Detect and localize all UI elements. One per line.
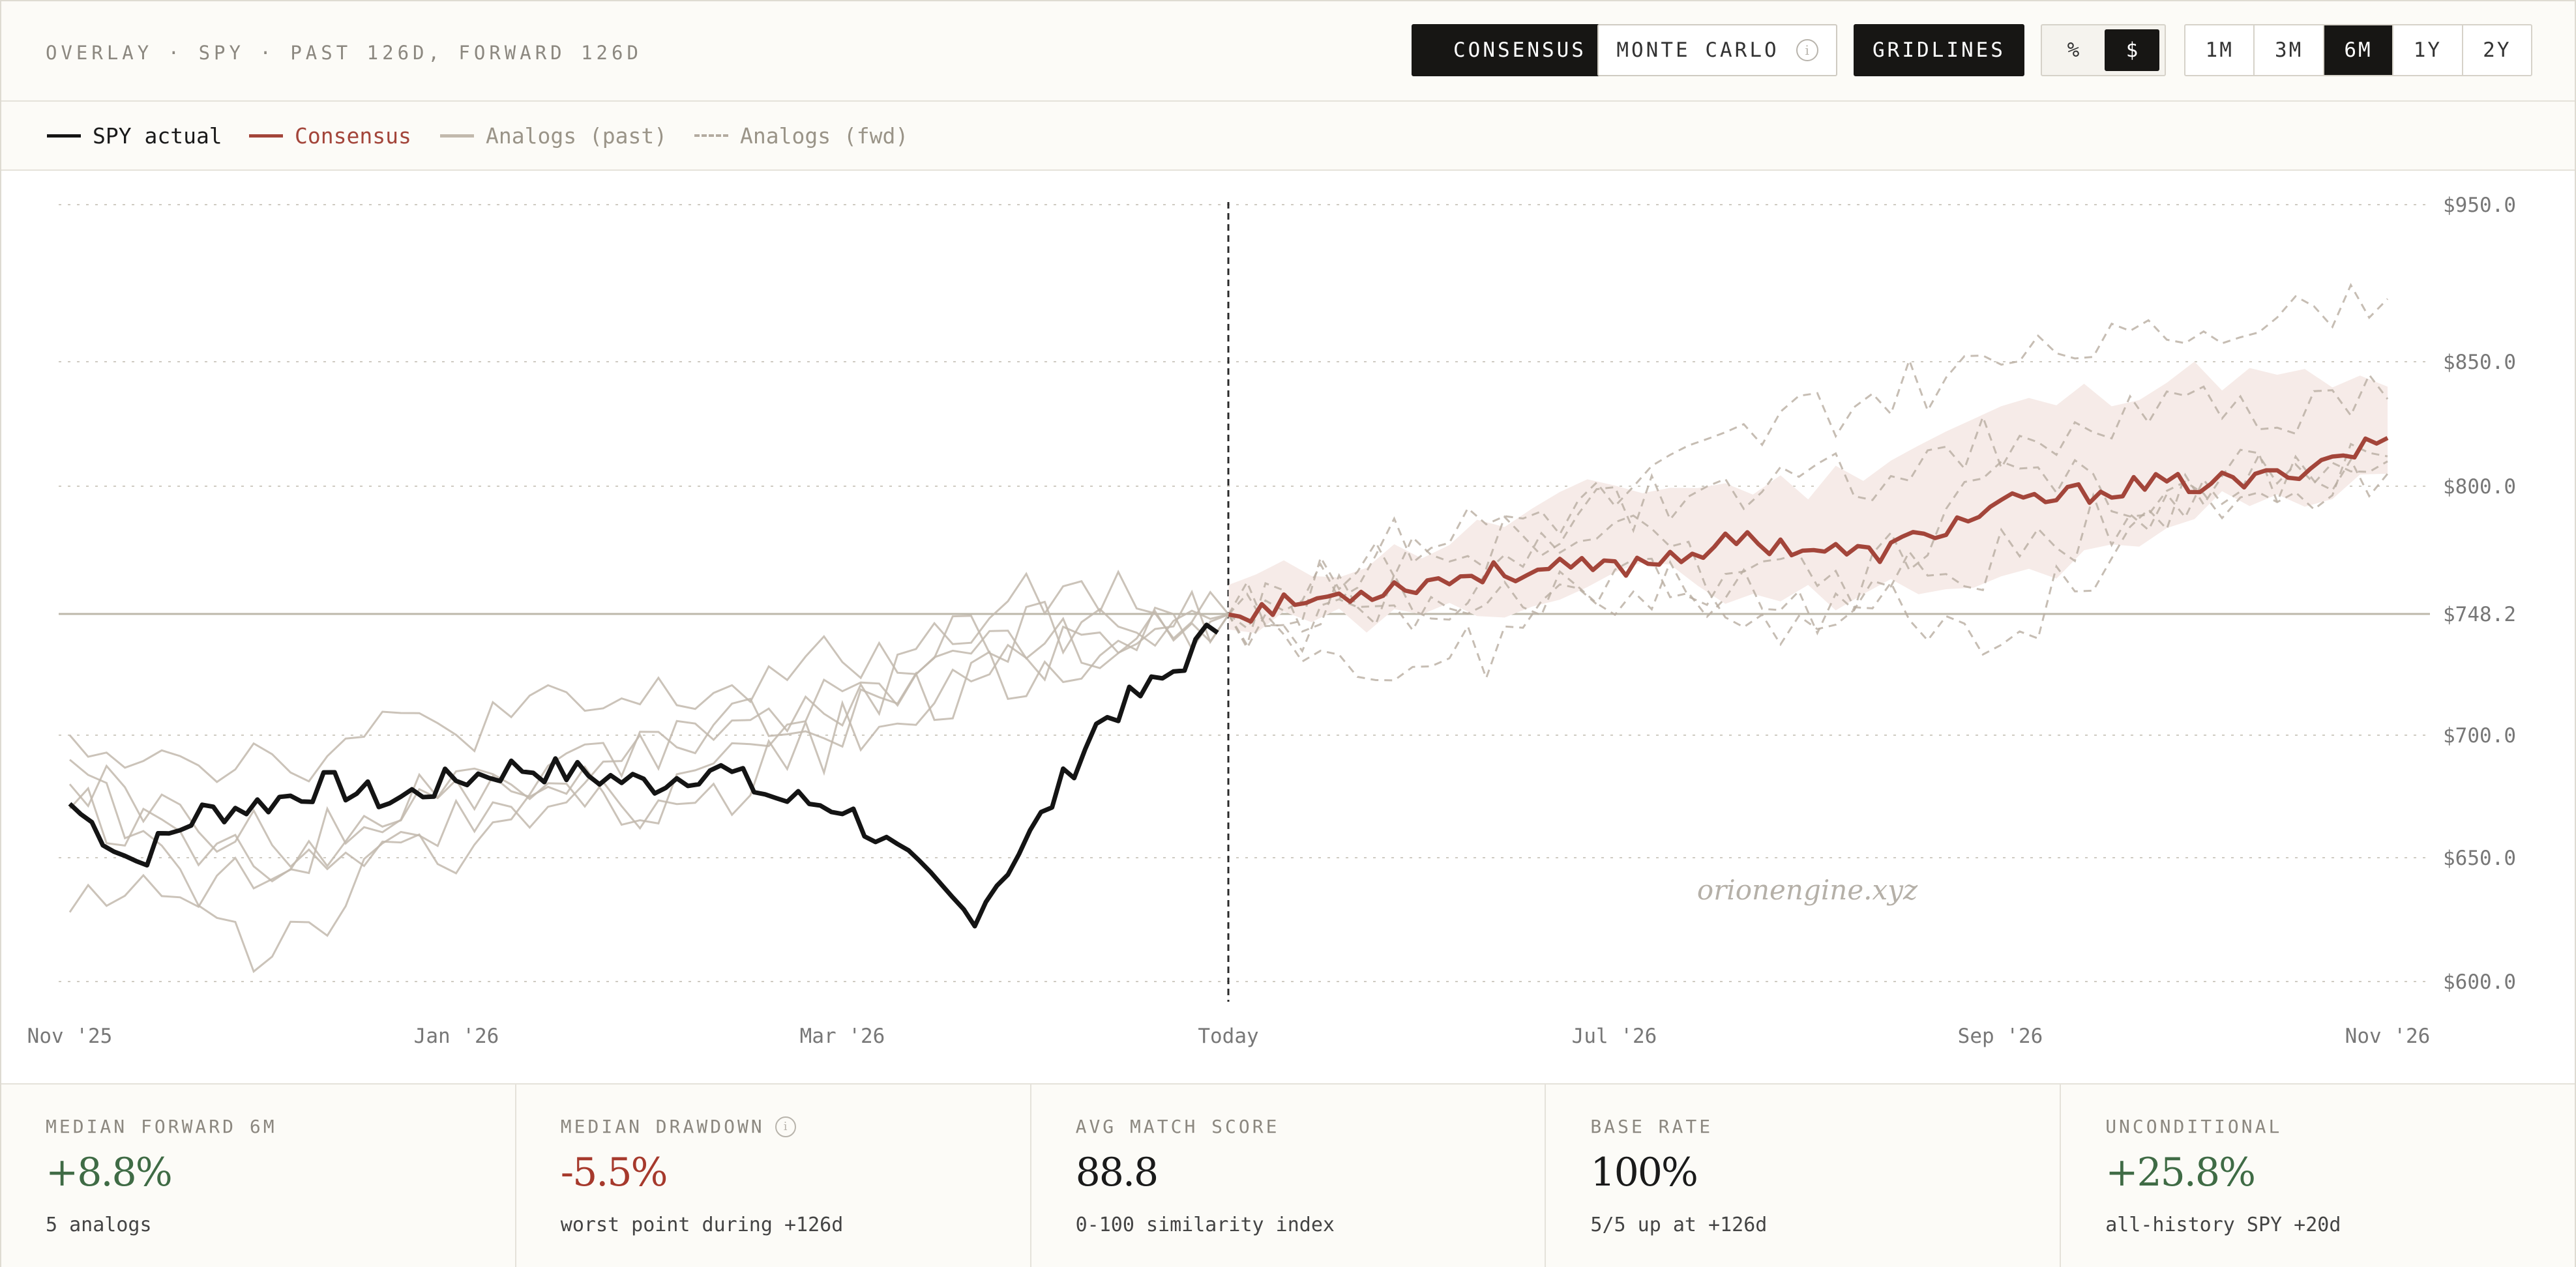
analog-fwd-line <box>1228 453 2388 682</box>
stat-card: MEDIAN FORWARD 6M +8.8% 5 analogs <box>1 1085 516 1267</box>
stat-label-text: AVG MATCH SCORE <box>1075 1116 1280 1137</box>
y-tick-label: $600.0 <box>2443 970 2516 994</box>
consensus-line <box>1228 436 2389 624</box>
range-6m[interactable]: 6M <box>2324 25 2394 75</box>
analog-fwd-line <box>1228 282 2389 630</box>
watermark: orionengine.xyz <box>1697 874 1918 906</box>
stat-value: +8.8% <box>46 1150 173 1195</box>
legend-analogs-past-swatch <box>440 134 474 138</box>
legend-consensus-label: Consensus <box>295 123 411 149</box>
panel-title: OVERLAY · SPY · PAST 126D, FORWARD 126D <box>46 42 642 64</box>
stat-label: UNCONDITIONAL <box>2105 1116 2282 1137</box>
range-2y[interactable]: 2Y <box>2483 38 2511 62</box>
unit-toggle: % $ <box>2041 24 2166 76</box>
analog-fwd-line <box>1228 443 2388 648</box>
legend-analogs-past[interactable]: Analogs (past) <box>440 121 667 150</box>
analog-fwd-line <box>1228 448 2389 656</box>
stat-card: MEDIAN DRAWDOWN i -5.5% worst point during … <box>516 1085 1031 1267</box>
stat-subtitle: 5 analogs <box>46 1214 152 1236</box>
range-selector: 1M 3M 6M 1Y 2Y <box>2184 24 2532 76</box>
consensus-toggle[interactable]: CONSENSUS <box>1412 24 1628 76</box>
range-1m[interactable]: 1M <box>2185 25 2255 75</box>
stat-subtitle: 0-100 similarity index <box>1075 1214 1335 1236</box>
info-icon[interactable]: i <box>775 1116 796 1137</box>
stat-label: MEDIAN FORWARD 6M <box>46 1116 277 1137</box>
y-tick-label: $700.0 <box>2443 724 2516 748</box>
analog-past-line <box>68 609 1230 913</box>
stat-value: 100% <box>1590 1150 1698 1195</box>
legend-analogs-fwd-label: Analogs (fwd) <box>740 123 909 149</box>
stat-label-text: UNCONDITIONAL <box>2105 1116 2283 1137</box>
x-tick-label: Mar '26 <box>800 1025 885 1048</box>
overlay-chart[interactable]: $950.0 $850.0 $800.0 $748.2 $700.0 $650.0 $600… <box>1 171 2575 1083</box>
gridlines-label: GRIDLINES <box>1873 38 2006 62</box>
analog-past-line <box>68 589 1230 883</box>
stat-label: AVG MATCH SCORE <box>1076 1116 1280 1137</box>
stat-card: BASE RATE 100% 5/5 up at +126d <box>1546 1085 2062 1267</box>
legend-consensus[interactable]: Consensus <box>249 121 411 150</box>
stat-value: 88.8 <box>1075 1150 1159 1195</box>
stat-card: AVG MATCH SCORE 88.8 0-100 similarity inde… <box>1031 1085 1547 1267</box>
range-3m[interactable]: 3M <box>2255 25 2324 75</box>
legend-analogs-fwd[interactable]: Analogs (fwd) <box>694 121 908 150</box>
chart-legend: SPY actual Consensus Analogs (past) Anal… <box>1 102 2575 171</box>
stat-label: MEDIAN DRAWDOWN i <box>561 1116 796 1137</box>
stat-subtitle: 5/5 up at +126d <box>1590 1214 1768 1236</box>
x-tick-label: Today <box>1198 1025 1258 1048</box>
unit-dollar-option[interactable]: $ <box>2105 29 2159 71</box>
stat-subtitle: all-history SPY +20d <box>2105 1214 2341 1236</box>
spy-actual-line <box>68 622 1219 929</box>
stat-label-text: MEDIAN FORWARD 6M <box>46 1116 277 1137</box>
legend-consensus-swatch <box>249 134 283 138</box>
analog-past-line <box>68 606 1230 875</box>
stat-label: BASE RATE <box>1590 1116 1713 1137</box>
x-tick-label: Jan '26 <box>414 1025 499 1048</box>
y-tick-label: $650.0 <box>2443 847 2516 870</box>
y-tick-label: $950.0 <box>2443 194 2516 217</box>
toolbar: OVERLAY · SPY · PAST 126D, FORWARD 126D … <box>1 1 2575 102</box>
x-tick-label: Sep '26 <box>1958 1025 2043 1048</box>
stats-bar: MEDIAN FORWARD 6M +8.8% 5 analogs MEDIAN DR… <box>1 1083 2575 1267</box>
stat-label-text: MEDIAN DRAWDOWN <box>560 1116 765 1137</box>
legend-analogs-fwd-swatch <box>694 134 728 137</box>
legend-actual-swatch <box>47 134 81 138</box>
y-tick-label: $850.0 <box>2443 351 2516 374</box>
x-tick-label: Nov '26 <box>2345 1025 2431 1048</box>
info-icon[interactable]: i <box>1796 39 1818 61</box>
monte-carlo-toggle[interactable]: MONTE CARLO i <box>1597 24 1837 76</box>
legend-actual[interactable]: SPY actual <box>47 121 222 150</box>
consensus-toggle-label: CONSENSUS <box>1453 38 1586 62</box>
stat-label-text: BASE RATE <box>1590 1116 1713 1137</box>
stat-subtitle: worst point during +126d <box>560 1214 844 1236</box>
x-tick-label: Nov '25 <box>27 1025 113 1048</box>
analog-past-line <box>69 570 1230 974</box>
legend-actual-label: SPY actual <box>93 123 222 149</box>
unit-percent-option[interactable]: % <box>2067 38 2080 62</box>
range-1y[interactable]: 1Y <box>2393 25 2463 75</box>
y-tick-label: $800.0 <box>2443 475 2516 499</box>
monte-carlo-label: MONTE CARLO <box>1616 38 1779 62</box>
analog-past-line <box>68 600 1229 783</box>
gridlines-toggle[interactable]: GRIDLINES <box>1854 24 2024 76</box>
stat-card: UNCONDITIONAL +25.8% all-history SPY +20d <box>2061 1085 2575 1267</box>
chart-area[interactable]: $950.0 $850.0 $800.0 $748.2 $700.0 $650.0 $600… <box>1 171 2575 1083</box>
analog-fwd-line <box>1228 373 2389 628</box>
x-tick-label: Jul '26 <box>1572 1025 1657 1048</box>
legend-analogs-past-label: Analogs (past) <box>486 123 668 149</box>
consensus-band <box>1228 361 2388 634</box>
stat-value: +25.8% <box>2105 1150 2256 1195</box>
y-tick-label: $748.2 <box>2443 603 2516 626</box>
stat-value: -5.5% <box>560 1150 668 1195</box>
